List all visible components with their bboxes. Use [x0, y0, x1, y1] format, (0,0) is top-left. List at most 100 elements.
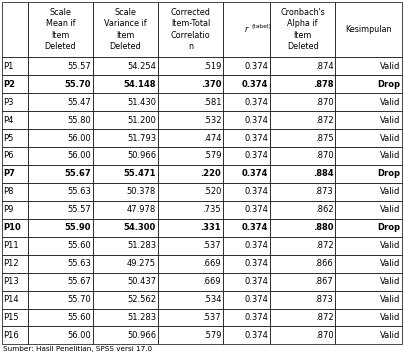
Text: P14: P14	[3, 295, 19, 304]
Bar	[270, 219, 335, 237]
Bar	[335, 111, 402, 129]
Text: 55.80: 55.80	[67, 116, 91, 125]
Text: .579: .579	[203, 331, 221, 340]
Bar	[2, 219, 28, 237]
Text: .862: .862	[315, 205, 333, 214]
Bar	[158, 291, 223, 309]
Bar	[2, 93, 28, 111]
Text: P16: P16	[3, 331, 19, 340]
Bar	[158, 2, 223, 57]
Bar	[335, 147, 402, 165]
Bar	[335, 326, 402, 344]
Text: .872: .872	[315, 116, 333, 125]
Text: Valid: Valid	[380, 313, 400, 322]
Bar	[223, 147, 270, 165]
Bar	[2, 129, 28, 147]
Bar	[158, 129, 223, 147]
Text: Valid: Valid	[380, 62, 400, 71]
Text: Valid: Valid	[380, 98, 400, 107]
Bar	[93, 237, 158, 255]
Bar	[223, 291, 270, 309]
Bar	[28, 237, 93, 255]
Text: .537: .537	[202, 313, 221, 322]
Text: .669: .669	[202, 277, 221, 286]
Text: .880: .880	[313, 223, 333, 232]
Text: 56.00: 56.00	[67, 331, 91, 340]
Text: (tabel): (tabel)	[252, 24, 271, 29]
Text: Scale
Variance if
Item
Deleted: Scale Variance if Item Deleted	[104, 8, 147, 51]
Text: 50.966: 50.966	[127, 151, 156, 160]
Bar	[158, 183, 223, 201]
Bar	[335, 201, 402, 219]
Bar	[335, 2, 402, 57]
Text: Valid: Valid	[380, 241, 400, 250]
Text: .474: .474	[203, 134, 221, 142]
Text: .870: .870	[315, 331, 333, 340]
Bar	[270, 75, 335, 93]
Text: 0.374: 0.374	[242, 169, 268, 178]
Bar	[223, 255, 270, 273]
Bar	[158, 57, 223, 75]
Bar	[270, 326, 335, 344]
Bar	[223, 2, 270, 57]
Text: Valid: Valid	[380, 331, 400, 340]
Bar	[335, 129, 402, 147]
Bar	[270, 201, 335, 219]
Text: .669: .669	[202, 259, 221, 268]
Text: .534: .534	[203, 295, 221, 304]
Text: 55.90: 55.90	[64, 223, 91, 232]
Text: 54.254: 54.254	[127, 62, 156, 71]
Text: Valid: Valid	[380, 187, 400, 197]
Bar	[28, 165, 93, 183]
Text: .873: .873	[315, 295, 333, 304]
Bar	[270, 57, 335, 75]
Bar	[2, 255, 28, 273]
Text: 55.63: 55.63	[67, 259, 91, 268]
Text: 0.374: 0.374	[244, 205, 268, 214]
Bar	[93, 93, 158, 111]
Text: 0.374: 0.374	[244, 241, 268, 250]
Bar	[2, 111, 28, 129]
Bar	[335, 255, 402, 273]
Bar	[158, 75, 223, 93]
Text: 54.148: 54.148	[124, 80, 156, 89]
Bar	[270, 255, 335, 273]
Bar	[2, 291, 28, 309]
Text: 0.374: 0.374	[244, 116, 268, 125]
Text: 50.966: 50.966	[127, 331, 156, 340]
Text: 0.374: 0.374	[244, 295, 268, 304]
Bar	[2, 237, 28, 255]
Text: .519: .519	[203, 62, 221, 71]
Bar	[270, 147, 335, 165]
Bar	[28, 75, 93, 93]
Bar	[93, 219, 158, 237]
Bar	[270, 129, 335, 147]
Text: Valid: Valid	[380, 205, 400, 214]
Text: P15: P15	[3, 313, 19, 322]
Bar	[93, 2, 158, 57]
Bar	[28, 255, 93, 273]
Bar	[2, 183, 28, 201]
Text: .520: .520	[203, 187, 221, 197]
Text: 49.275: 49.275	[127, 259, 156, 268]
Bar	[223, 237, 270, 255]
Bar	[93, 57, 158, 75]
Text: 0.374: 0.374	[244, 98, 268, 107]
Bar	[93, 183, 158, 201]
Text: Valid: Valid	[380, 116, 400, 125]
Text: Valid: Valid	[380, 277, 400, 286]
Text: P2: P2	[3, 80, 15, 89]
Text: P6: P6	[3, 151, 14, 160]
Text: Drop: Drop	[377, 80, 400, 89]
Bar	[28, 219, 93, 237]
Bar	[335, 165, 402, 183]
Text: .870: .870	[315, 98, 333, 107]
Bar	[223, 309, 270, 326]
Text: P1: P1	[3, 62, 14, 71]
Text: 47.978: 47.978	[127, 205, 156, 214]
Bar	[270, 291, 335, 309]
Text: .370: .370	[201, 80, 221, 89]
Bar	[223, 165, 270, 183]
Bar	[270, 183, 335, 201]
Bar	[93, 309, 158, 326]
